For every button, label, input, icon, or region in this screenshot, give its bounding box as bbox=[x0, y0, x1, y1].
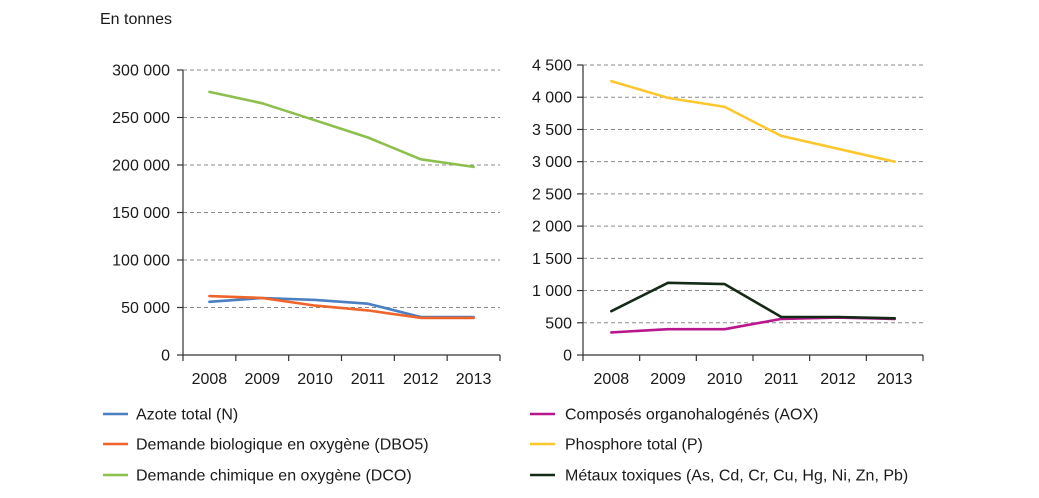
y-tick-label: 300 000 bbox=[112, 63, 170, 80]
x-tick-label: 2012 bbox=[820, 371, 856, 388]
x-tick-label: 2011 bbox=[351, 371, 386, 388]
x-tick-label: 2009 bbox=[244, 371, 280, 388]
x-tick-label: 2008 bbox=[192, 371, 228, 388]
legend-label: Azote total (N) bbox=[136, 407, 238, 424]
y-tick-label: 1 500 bbox=[532, 251, 572, 268]
x-axis: 2008 2009 2010 2011 2012 2013 bbox=[582, 354, 924, 388]
y-tick-label: 4 000 bbox=[532, 90, 572, 107]
x-tick-label: 2008 bbox=[594, 371, 630, 388]
y-tick-label: 200 000 bbox=[112, 158, 170, 175]
x-tick-label: 2013 bbox=[877, 371, 913, 388]
legend-label: Composés organohalogénés (AOX) bbox=[565, 407, 818, 424]
x-tick-label: 2012 bbox=[403, 371, 439, 388]
x-tick-label: 2010 bbox=[707, 371, 743, 388]
y-axis-unit-label: En tonnes bbox=[100, 11, 172, 28]
legend-item: Métaux toxiques (As, Cd, Cr, Cu, Hg, Ni,… bbox=[530, 468, 908, 485]
y-tick-label: 3 000 bbox=[532, 154, 572, 171]
y-tick-label: 500 bbox=[545, 315, 572, 332]
x-axis: 2008 2009 2010 2011 2012 2013 bbox=[182, 354, 501, 388]
y-tick-label: 100 000 bbox=[112, 253, 170, 270]
chart-right: 0 500 1 000 1 500 2 000 2 500 3 000 3 500 4 000 4… bbox=[532, 58, 924, 388]
y-tick-label: 2 500 bbox=[532, 186, 572, 203]
x-tick-label: 2009 bbox=[650, 371, 686, 388]
y-tick-label: 0 bbox=[161, 348, 170, 365]
legend-left: Azote total (N) Demande biologique en ox… bbox=[103, 407, 429, 485]
chart-left: 0 50 000 100 000 150 000 200 000 250 000 300 0… bbox=[112, 63, 501, 388]
y-tick-label: 0 bbox=[563, 348, 572, 365]
y-tick-label: 250 000 bbox=[112, 110, 170, 127]
series-line bbox=[208, 294, 475, 320]
gridlines bbox=[583, 64, 923, 324]
y-tick-label: 1 000 bbox=[532, 283, 572, 300]
y-tick-label: 150 000 bbox=[112, 205, 170, 222]
x-tick-label: 2011 bbox=[764, 371, 799, 388]
series-group bbox=[609, 79, 897, 334]
y-tick-label: 3 500 bbox=[532, 122, 572, 139]
legend-item: Composés organohalogénés (AOX) bbox=[530, 407, 818, 424]
legend-right: Composés organohalogénés (AOX) Phosphore… bbox=[530, 407, 908, 485]
gridlines bbox=[183, 69, 500, 308]
y-axis: 0 500 1 000 1 500 2 000 2 500 3 000 3 500 4 000 4… bbox=[532, 58, 584, 365]
series-line bbox=[208, 90, 475, 169]
x-tick-label: 2010 bbox=[297, 371, 333, 388]
legend-label: Phosphore total (P) bbox=[565, 437, 703, 454]
legend-item: Azote total (N) bbox=[103, 407, 238, 424]
series-line bbox=[609, 79, 897, 163]
series-line bbox=[609, 281, 897, 320]
y-axis: 0 50 000 100 000 150 000 200 000 250 000 300 0… bbox=[112, 63, 184, 365]
series-group bbox=[208, 90, 475, 320]
legend-label: Demande biologique en oxygène (DBO5) bbox=[136, 437, 429, 454]
y-tick-label: 4 500 bbox=[532, 58, 572, 75]
legend-item: Demande chimique en oxygène (DCO) bbox=[103, 468, 412, 485]
legend-item: Phosphore total (P) bbox=[530, 437, 703, 454]
legend-label: Métaux toxiques (As, Cd, Cr, Cu, Hg, Ni,… bbox=[565, 468, 908, 485]
y-tick-label: 50 000 bbox=[121, 300, 170, 317]
legend-item: Demande biologique en oxygène (DBO5) bbox=[103, 437, 429, 454]
x-tick-label: 2013 bbox=[456, 371, 492, 388]
series-line bbox=[609, 316, 897, 334]
y-tick-label: 2 000 bbox=[532, 219, 572, 236]
legend-label: Demande chimique en oxygène (DCO) bbox=[136, 468, 412, 485]
